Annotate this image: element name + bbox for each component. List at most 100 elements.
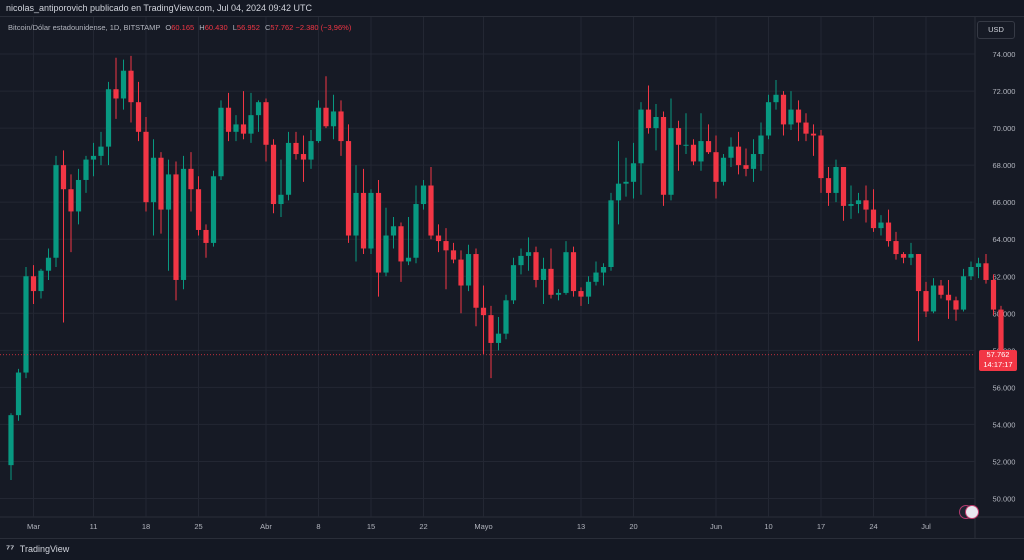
candle-body bbox=[570, 252, 577, 292]
candle-body bbox=[443, 241, 449, 251]
candle-body bbox=[338, 111, 344, 142]
candle-body bbox=[263, 102, 269, 145]
candle-body bbox=[113, 89, 119, 99]
candle-body bbox=[60, 165, 67, 190]
candle-body bbox=[788, 109, 794, 125]
candle-body bbox=[555, 292, 562, 295]
candle-body bbox=[870, 209, 877, 229]
candle-body bbox=[450, 250, 457, 260]
candle-body bbox=[75, 179, 82, 212]
candle-body bbox=[900, 254, 907, 258]
candle-body bbox=[368, 192, 374, 249]
candle-body bbox=[683, 144, 689, 146]
price-tick-label: 54.000 bbox=[993, 420, 1016, 429]
candle-body bbox=[120, 70, 127, 99]
candle-body bbox=[218, 107, 224, 177]
candle-body bbox=[473, 254, 479, 308]
candle-body bbox=[825, 178, 832, 193]
close-value: 57.762 bbox=[270, 23, 294, 32]
chart-area[interactable]: 74.000 72.000 70.000 68.000 66.000 64.000 62.0… bbox=[0, 16, 1024, 539]
symbol-name: Bitcoin/Dólar estadounidense, 1D, BITSTA… bbox=[8, 23, 161, 32]
candle-body bbox=[143, 131, 149, 203]
low-label: L bbox=[232, 23, 237, 32]
candles bbox=[8, 55, 1004, 480]
price-tick-label: 60.000 bbox=[993, 309, 1016, 318]
candle-body bbox=[428, 185, 434, 236]
candle-body bbox=[743, 165, 749, 169]
candle-body bbox=[960, 276, 967, 310]
price-tick-label: 74.000 bbox=[993, 50, 1016, 59]
time-tick-label: Mayo bbox=[474, 522, 492, 531]
time-tick-label: 18 bbox=[142, 522, 150, 531]
candle-body bbox=[908, 254, 914, 258]
candle-body bbox=[233, 124, 239, 132]
candle-body bbox=[653, 117, 659, 129]
candle-body bbox=[855, 200, 862, 205]
candle-body bbox=[660, 117, 667, 195]
candle-body bbox=[525, 252, 532, 256]
candle-body bbox=[540, 268, 547, 280]
candle-body bbox=[465, 254, 472, 286]
price-tick-label: 68.000 bbox=[993, 161, 1016, 170]
candle-body bbox=[765, 102, 772, 136]
time-tick-label: Jul bbox=[921, 522, 931, 531]
publish-line: nicolas_antiporovich publicado en Tradin… bbox=[6, 3, 313, 13]
candle-body bbox=[68, 189, 74, 212]
candle-body bbox=[90, 155, 97, 160]
candle-body bbox=[158, 157, 164, 210]
candlestick-chart[interactable]: 74.000 72.000 70.000 68.000 66.000 64.000 62.0… bbox=[0, 17, 1024, 539]
candle-body bbox=[188, 168, 194, 190]
candle-body bbox=[248, 115, 254, 134]
candle-body bbox=[383, 235, 389, 273]
candle-body bbox=[15, 372, 22, 416]
candle-body bbox=[893, 241, 899, 255]
candle-body bbox=[45, 257, 52, 271]
currency-button[interactable]: USD bbox=[977, 21, 1015, 39]
open-value: 60.165 bbox=[171, 23, 195, 32]
candle-body bbox=[8, 415, 14, 466]
candle-body bbox=[405, 257, 412, 262]
candle-body bbox=[518, 255, 524, 266]
price-tick-label: 66.000 bbox=[993, 198, 1016, 207]
candle-body bbox=[420, 185, 427, 205]
candle-body bbox=[878, 222, 884, 229]
us-flag-icon[interactable] bbox=[965, 505, 979, 519]
candle-body bbox=[293, 142, 299, 155]
candle-body bbox=[495, 333, 502, 343]
candle-body bbox=[323, 107, 329, 127]
candle-body bbox=[990, 279, 997, 310]
candle-body bbox=[728, 146, 734, 158]
time-tick-label: 25 bbox=[194, 522, 202, 531]
candle-body bbox=[435, 235, 442, 242]
candle-body bbox=[623, 181, 629, 184]
last-price-tag: 57.762 14:17:17 bbox=[979, 350, 1017, 371]
time-tick-label: 10 bbox=[764, 522, 772, 531]
low-value: 56.952 bbox=[236, 23, 260, 32]
brand-name: TradingView bbox=[19, 544, 70, 554]
time-axis[interactable]: Mar 11 18 25 Abr 8 15 22 Mayo 13 20 Jun 10 17 24 Jul bbox=[27, 522, 931, 531]
candle-body bbox=[803, 122, 809, 134]
candle-body bbox=[105, 89, 112, 147]
tradingview-logo-icon[interactable]: ⁷⁷ bbox=[6, 544, 15, 555]
time-tick-label: Abr bbox=[260, 522, 272, 531]
candle-body bbox=[53, 165, 59, 258]
candle-body bbox=[173, 174, 179, 280]
time-tick-label: 11 bbox=[90, 522, 98, 531]
candle-body bbox=[690, 144, 697, 162]
candle-body bbox=[458, 259, 464, 286]
candle-body bbox=[203, 229, 209, 243]
price-tick-label: 70.000 bbox=[993, 124, 1016, 133]
candle-body bbox=[300, 154, 307, 160]
candle-body bbox=[38, 270, 44, 292]
publish-header: nicolas_antiporovich publicado en Tradin… bbox=[0, 0, 1024, 16]
time-tick-label: 20 bbox=[629, 522, 637, 531]
price-axis[interactable]: 74.000 72.000 70.000 68.000 66.000 64.000 62.0… bbox=[993, 50, 1016, 503]
candle-body bbox=[390, 226, 397, 236]
candle-body bbox=[593, 272, 599, 282]
candle-body bbox=[330, 111, 337, 127]
candle-body bbox=[240, 124, 247, 134]
candle-body bbox=[135, 102, 142, 132]
time-tick-label: 8 bbox=[316, 522, 320, 531]
footer-bar: ⁷⁷ TradingView bbox=[0, 538, 1024, 559]
candle-body bbox=[848, 204, 854, 206]
